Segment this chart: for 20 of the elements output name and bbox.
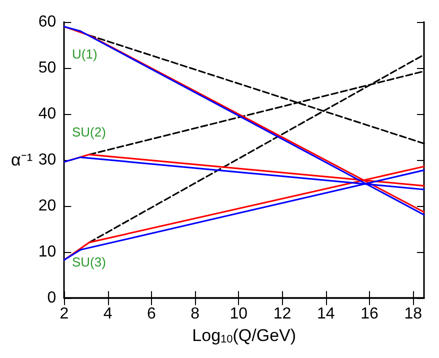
y-axis-title: α⁻¹	[10, 150, 33, 170]
y-tick-label: 0	[47, 290, 56, 307]
y-tick-label: 10	[38, 244, 56, 261]
x-tick-label: 6	[146, 306, 156, 323]
annotation: SU(2)	[72, 124, 106, 140]
x-tick-label: 14	[316, 306, 335, 323]
y-tick-label: 30	[38, 152, 56, 169]
x-tick-label: 10	[230, 306, 248, 323]
annotation: SU(3)	[72, 254, 106, 270]
y-tick-label: 20	[38, 198, 56, 215]
annotation: U(1)	[72, 46, 98, 62]
y-tick-label: 40	[38, 106, 56, 123]
x-tick-label: 18	[404, 306, 422, 323]
x-tick-label: 2	[60, 306, 69, 323]
x-tick-label: 12	[273, 306, 292, 323]
x-tick-label: 4	[103, 306, 112, 323]
x-tick-label: 8	[190, 306, 200, 323]
x-tick-label: 16	[360, 306, 378, 323]
y-tick-label: 50	[38, 60, 56, 77]
y-tick-label: 60	[38, 14, 56, 30]
